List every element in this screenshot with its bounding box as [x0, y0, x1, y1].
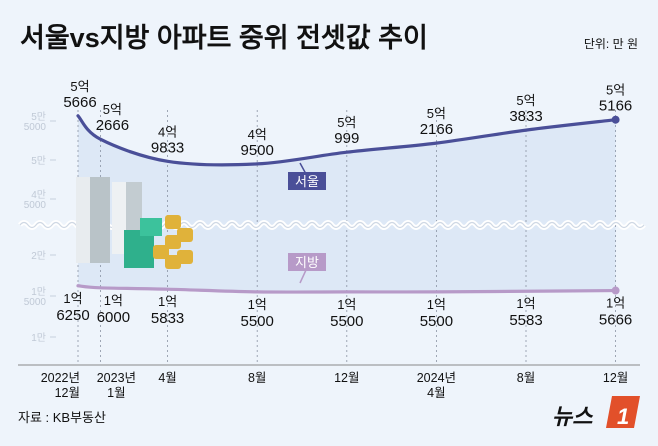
legend-regional-label: 지방: [295, 256, 319, 271]
data-label-seoul: 9833: [151, 139, 184, 156]
coin-stack: [165, 215, 181, 229]
data-label-regional: 1억: [606, 296, 625, 311]
y-tick-label: 1만: [31, 286, 46, 298]
data-label-regional: 1억: [337, 297, 356, 312]
coin-stack: [165, 255, 181, 269]
x-tick-label: 8월: [248, 371, 266, 385]
unit-label: 단위: 만 원: [584, 37, 638, 51]
data-label-seoul: 4억: [158, 124, 177, 139]
data-label-regional: 6000: [97, 309, 130, 326]
data-label-regional: 1억: [248, 297, 267, 312]
y-tick-label: 5000: [24, 122, 47, 133]
building-side: [90, 177, 110, 263]
coin-stack: [153, 245, 169, 259]
data-label-regional: 5500: [420, 313, 453, 330]
x-tick-label: 2024년: [417, 371, 456, 385]
data-label-regional: 5500: [241, 313, 274, 330]
data-label-regional: 5583: [509, 312, 542, 329]
data-label-seoul: 5166: [599, 98, 632, 115]
data-label-seoul: 2166: [420, 121, 453, 138]
x-tick-label: 12월: [603, 371, 628, 385]
x-tick-label: 2022년: [41, 371, 80, 385]
series-line-regional: [76, 284, 618, 294]
buildings-coins-illustration: [76, 177, 193, 269]
data-label-regional: 5833: [151, 310, 184, 327]
x-tick-label: 4월: [158, 371, 176, 385]
data-label-regional: 5500: [330, 313, 363, 330]
y-tick-label: 5000: [24, 200, 47, 211]
data-label-seoul: 999: [334, 130, 359, 147]
chart-title: 서울vs지방 아파트 중위 전셋값 추이: [20, 23, 428, 53]
data-label-seoul: 5억: [337, 115, 356, 130]
y-tick-label: 5000: [24, 297, 47, 308]
svg-text:뉴스: 뉴스: [552, 404, 594, 429]
series-point-regional: [611, 286, 620, 295]
y-tick-label: 5만: [31, 111, 46, 123]
cash-stack: [124, 230, 154, 268]
legend-leader: [299, 269, 307, 284]
y-tick-label: 4만: [31, 189, 46, 201]
data-label-seoul: 9500: [241, 142, 274, 159]
data-label-regional: 1억: [104, 293, 123, 308]
x-tick-label: 2023년: [97, 371, 136, 385]
news1-logo: 뉴스 1: [552, 396, 640, 429]
data-label-seoul: 5억: [516, 93, 535, 108]
data-label-regional: 1억: [516, 296, 535, 311]
legend-seoul-box: [288, 172, 326, 190]
coin-stack: [177, 228, 193, 242]
data-label-regional: 5666: [599, 312, 632, 329]
svg-text:1: 1: [617, 404, 629, 429]
data-label-regional: 6250: [56, 307, 89, 324]
x-tick-label: 12월: [55, 386, 80, 400]
y-tick-label: 2만: [31, 250, 46, 262]
data-label-seoul: 3833: [509, 108, 542, 125]
cash-stack: [140, 218, 162, 236]
data-label-seoul: 5억: [70, 79, 89, 94]
y-tick-label: 5만: [31, 155, 46, 167]
data-label-regional: 1억: [158, 294, 177, 309]
series-point-seoul: [611, 115, 620, 124]
legend-regional-box: [288, 253, 326, 271]
data-label-regional: 1억: [427, 297, 446, 312]
legend-seoul-label: 서울: [295, 175, 319, 190]
x-tick-label: 1월: [107, 386, 125, 400]
y-tick-label: 1만: [31, 332, 46, 344]
data-label-regional: 1억: [63, 291, 82, 306]
data-label-seoul: 5억: [606, 83, 625, 98]
x-tick-label: 4월: [427, 386, 445, 400]
data-label-seoul: 5억: [427, 106, 446, 121]
data-label-seoul: 4억: [248, 127, 267, 142]
data-label-seoul: 2666: [96, 117, 129, 134]
source-note: 자료 : KB부동산: [18, 410, 106, 425]
series-line-seoul: [76, 114, 618, 167]
data-label-seoul: 5억: [103, 102, 122, 117]
area-fill: [78, 115, 616, 292]
data-label-seoul: 5666: [63, 94, 96, 111]
x-tick-label: 8월: [517, 371, 535, 385]
x-tick-label: 12월: [334, 371, 359, 385]
